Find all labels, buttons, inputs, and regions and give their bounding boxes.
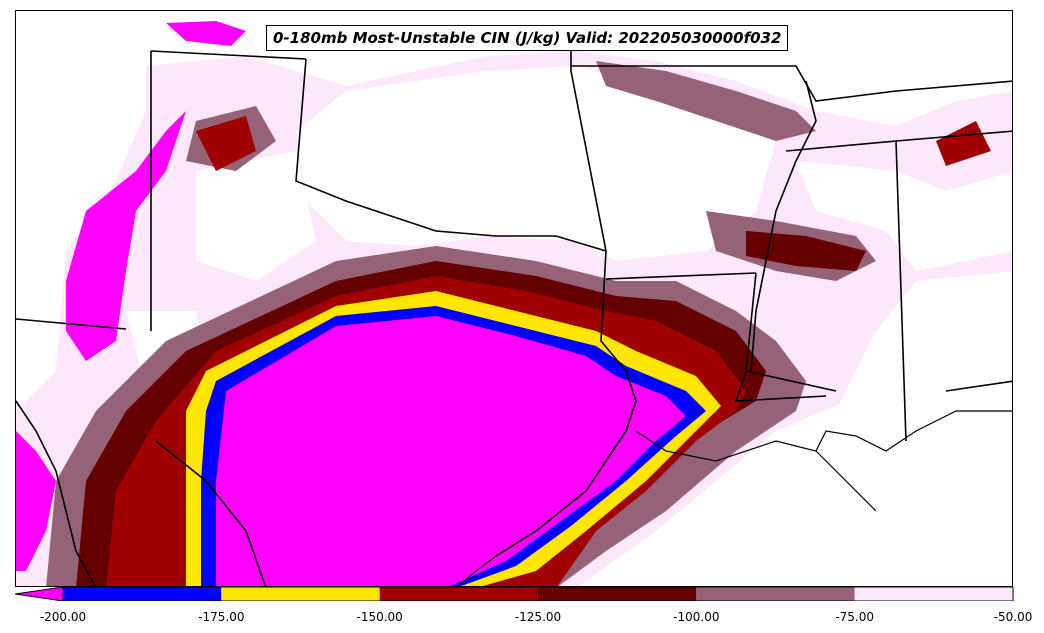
colorbar-bin-3: [538, 587, 697, 601]
colorbar-tick-label: -150.00: [356, 610, 403, 624]
colorbar-bin-5: [854, 587, 1013, 601]
map-canvas: [16, 21, 1012, 586]
colorbar-tick-label: -200.00: [39, 610, 87, 624]
colorbar-tick-label: -175.00: [198, 610, 245, 624]
colorbar-outline: [62, 587, 1014, 601]
colorbar-bin-0: [63, 587, 222, 601]
colorbar-tick-label: -75.00: [835, 610, 874, 624]
state-boundaries: [16, 50, 1012, 586]
cin-field-magenta: [16, 21, 686, 586]
colorbar-tick-label: -125.00: [514, 610, 562, 624]
coastline: [457, 410, 1012, 586]
colorbar-bins: [63, 587, 1013, 601]
colorbar-tick-label: -50.00: [993, 610, 1033, 624]
colorbar-tick-label: -100.00: [673, 610, 720, 624]
colorbar-bin-4: [696, 587, 855, 601]
map-panel: 0-180mb Most-Unstable CIN (J/kg) Valid: …: [15, 10, 1013, 587]
map-title: 0-180mb Most-Unstable CIN (J/kg) Valid: …: [266, 25, 789, 51]
colorbar-extend-min: [15, 587, 64, 601]
colorbar-bin-1: [221, 587, 380, 601]
colorbar: [15, 587, 1014, 601]
colorbar-bin-2: [379, 587, 538, 601]
cin-field-white: [126, 66, 1012, 586]
